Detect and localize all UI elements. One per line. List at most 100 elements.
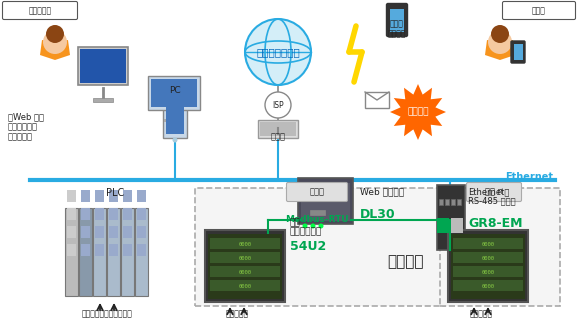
Text: 装置情報（運転・故障）: 装置情報（運転・故障） (82, 309, 132, 318)
FancyBboxPatch shape (81, 226, 90, 238)
FancyBboxPatch shape (210, 280, 280, 291)
FancyBboxPatch shape (457, 199, 461, 205)
FancyBboxPatch shape (451, 234, 525, 299)
Text: RS-485 変換器: RS-485 変換器 (468, 196, 516, 205)
FancyBboxPatch shape (301, 183, 350, 221)
Circle shape (43, 30, 67, 54)
FancyBboxPatch shape (135, 208, 148, 296)
FancyBboxPatch shape (107, 208, 120, 296)
FancyBboxPatch shape (260, 122, 296, 136)
Circle shape (488, 30, 512, 54)
FancyBboxPatch shape (437, 185, 465, 250)
Circle shape (172, 138, 177, 142)
FancyBboxPatch shape (137, 190, 146, 202)
Circle shape (245, 19, 311, 85)
FancyBboxPatch shape (67, 190, 76, 202)
FancyBboxPatch shape (137, 208, 146, 220)
FancyBboxPatch shape (95, 226, 104, 238)
FancyBboxPatch shape (81, 208, 90, 220)
FancyBboxPatch shape (137, 226, 146, 238)
Text: 0000: 0000 (481, 285, 495, 290)
Text: Modbus-RTU: Modbus-RTU (285, 215, 349, 224)
FancyBboxPatch shape (453, 252, 523, 263)
FancyBboxPatch shape (123, 190, 132, 202)
FancyBboxPatch shape (166, 101, 184, 134)
Text: 装置 n: 装置 n (485, 188, 503, 196)
FancyBboxPatch shape (365, 92, 389, 108)
FancyBboxPatch shape (210, 252, 280, 263)
FancyBboxPatch shape (79, 208, 92, 296)
FancyBboxPatch shape (93, 98, 113, 102)
FancyBboxPatch shape (511, 41, 525, 63)
FancyBboxPatch shape (390, 9, 404, 32)
FancyBboxPatch shape (2, 2, 78, 19)
Text: マルチメータ: マルチメータ (290, 227, 322, 236)
FancyBboxPatch shape (67, 208, 76, 220)
Text: 0000: 0000 (481, 242, 495, 247)
Text: ・Web 監視: ・Web 監視 (8, 112, 44, 121)
FancyBboxPatch shape (513, 43, 523, 60)
FancyBboxPatch shape (109, 226, 118, 238)
Text: 装置故障: 装置故障 (407, 108, 429, 116)
FancyBboxPatch shape (123, 226, 132, 238)
FancyBboxPatch shape (208, 234, 282, 299)
Circle shape (310, 223, 316, 229)
FancyBboxPatch shape (451, 199, 455, 205)
FancyBboxPatch shape (451, 218, 463, 233)
FancyBboxPatch shape (310, 210, 325, 215)
FancyBboxPatch shape (466, 183, 521, 201)
Text: PLC: PLC (106, 188, 124, 198)
Text: 電流／電圧: 電流／電圧 (469, 309, 492, 318)
Text: 0000: 0000 (238, 257, 252, 262)
FancyBboxPatch shape (258, 120, 298, 138)
FancyBboxPatch shape (148, 76, 200, 110)
FancyBboxPatch shape (210, 238, 280, 249)
Text: 設備担当者: 設備担当者 (28, 6, 52, 15)
FancyBboxPatch shape (137, 244, 146, 256)
FancyBboxPatch shape (151, 79, 197, 107)
FancyBboxPatch shape (121, 208, 134, 296)
FancyBboxPatch shape (67, 244, 76, 256)
Text: 54U2: 54U2 (290, 240, 326, 253)
Text: Ethernet／: Ethernet／ (468, 187, 509, 196)
FancyBboxPatch shape (95, 208, 104, 220)
Text: PC: PC (169, 86, 181, 95)
FancyBboxPatch shape (386, 4, 408, 37)
FancyBboxPatch shape (453, 238, 523, 249)
Polygon shape (485, 40, 515, 95)
Text: 保守員: 保守員 (532, 6, 546, 15)
Text: 0000: 0000 (238, 270, 252, 275)
Text: 0000: 0000 (238, 242, 252, 247)
Circle shape (318, 223, 324, 229)
FancyBboxPatch shape (67, 226, 76, 238)
Text: 0000: 0000 (481, 257, 495, 262)
Text: Ethernet: Ethernet (505, 172, 553, 182)
FancyBboxPatch shape (95, 244, 104, 256)
FancyBboxPatch shape (81, 190, 90, 202)
FancyBboxPatch shape (109, 244, 118, 256)
Text: スマート: スマート (388, 29, 406, 38)
Circle shape (491, 25, 509, 43)
Text: GR8-EM: GR8-EM (468, 217, 523, 230)
FancyBboxPatch shape (81, 244, 90, 256)
Text: ルータ: ルータ (270, 132, 285, 141)
Text: 0000: 0000 (481, 270, 495, 275)
FancyBboxPatch shape (445, 199, 449, 205)
FancyBboxPatch shape (95, 190, 104, 202)
FancyBboxPatch shape (93, 208, 106, 296)
Text: 装置１: 装置１ (310, 188, 324, 196)
FancyBboxPatch shape (453, 280, 523, 291)
FancyBboxPatch shape (163, 96, 187, 138)
FancyBboxPatch shape (80, 49, 126, 83)
FancyBboxPatch shape (123, 208, 132, 220)
Text: ・メール通報: ・メール通報 (8, 122, 38, 131)
FancyBboxPatch shape (78, 47, 128, 85)
Text: ・・・・: ・・・・ (387, 255, 423, 269)
Text: フォン: フォン (390, 19, 404, 28)
Polygon shape (40, 40, 70, 95)
Text: 0000: 0000 (238, 285, 252, 290)
FancyBboxPatch shape (298, 178, 353, 224)
FancyBboxPatch shape (205, 230, 285, 302)
Text: ・日報管理: ・日報管理 (8, 132, 33, 141)
FancyBboxPatch shape (439, 199, 443, 205)
